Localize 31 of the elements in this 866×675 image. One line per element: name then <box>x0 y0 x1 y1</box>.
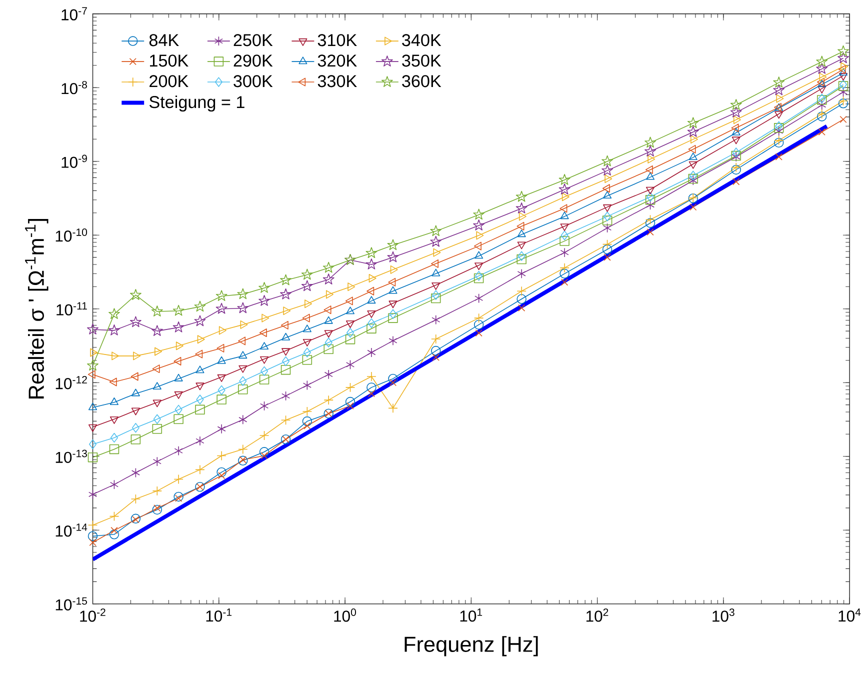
legend-label: 360K <box>402 75 442 88</box>
y-tick-label: 10$^{-9}$ <box>62 154 87 168</box>
legend-label: 330K <box>318 75 357 88</box>
legend-label: 200K <box>150 75 188 88</box>
y-tick-label: 10$^{-10}$ <box>56 228 88 242</box>
legend-label: 320K <box>318 54 357 67</box>
legend-label: 150K <box>150 54 188 67</box>
y-tick-label: 10$^{-7}$ <box>62 7 87 20</box>
x-tick-label: 10$^{4}$ <box>838 608 861 622</box>
y-tick-label: 10$^{-12}$ <box>56 376 87 390</box>
y-tick-label: 10$^{-15}$ <box>56 597 87 610</box>
x-tick-label: 10$^{3}$ <box>712 608 734 622</box>
x-tick-label: 10$^{-2}$ <box>80 608 106 622</box>
y-axis-title: Realteil σ ' [Ω$^{-1}$m$^{-1}$] <box>25 219 48 398</box>
legend-label: 84K <box>149 34 179 46</box>
y-tick-label: 10$^{-11}$ <box>56 302 87 316</box>
legend-label: 350K <box>402 54 442 67</box>
x-tick-label: 10$^{-1}$ <box>206 608 232 622</box>
y-tick-label: 10$^{-13}$ <box>56 450 87 464</box>
legend-label: Steigung = 1 <box>149 96 244 112</box>
y-tick-label: 10$^{-8}$ <box>62 81 87 94</box>
x-tick-label: 10$^{2}$ <box>586 608 608 622</box>
legend-label: 290K <box>234 54 273 67</box>
legend-label: 250K <box>234 34 273 46</box>
legend-label: 340K <box>402 34 442 46</box>
legend-label: 310K <box>318 34 357 46</box>
legend-label: 300K <box>234 75 273 88</box>
y-tick-label: 10$^{-14}$ <box>56 524 88 537</box>
x-axis-title: Frequenz [Hz] <box>404 636 538 656</box>
x-tick-label: 10$^{1}$ <box>460 608 482 622</box>
x-tick-label: 10$^{0}$ <box>334 608 356 622</box>
